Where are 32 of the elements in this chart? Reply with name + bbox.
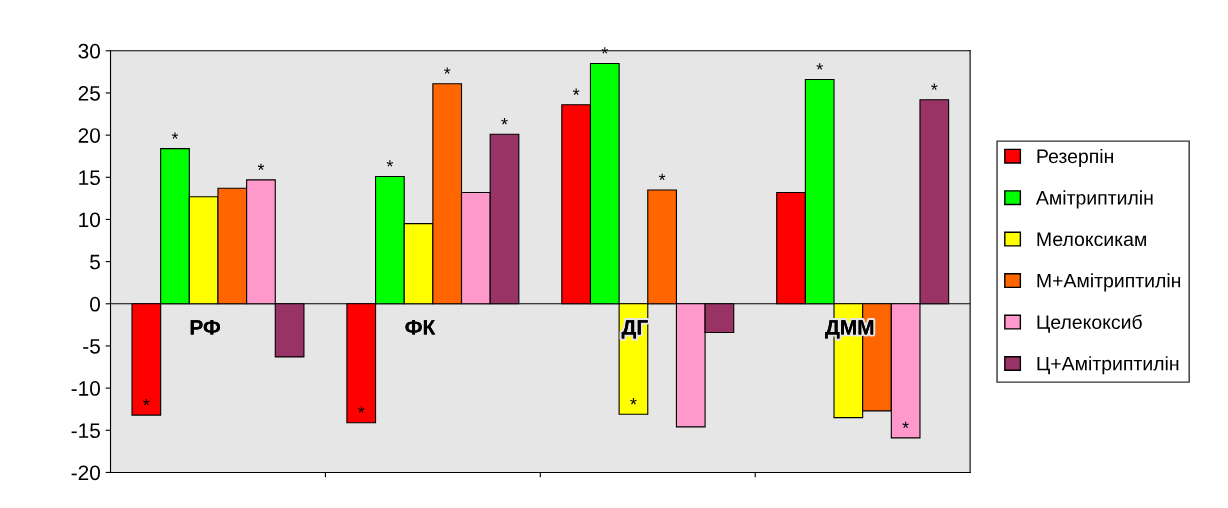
data-label: * (143, 398, 150, 406)
y-tick-label: -5 (83, 339, 100, 354)
data-label: * (501, 118, 508, 125)
x-tick-label: ФК (405, 320, 436, 335)
data-label: * (358, 406, 365, 413)
legend-label: Ц+Амітриптилін (1037, 356, 1179, 375)
data-label: * (816, 63, 823, 70)
y-tick-label: 25 (78, 85, 100, 101)
y-tick-label: -10 (71, 381, 100, 396)
y-tick-label: -20 (71, 465, 100, 481)
y-tick-label: 0 (90, 296, 100, 312)
data-label: * (630, 398, 637, 405)
y-tick-label: 30 (78, 43, 100, 59)
data-label: * (386, 160, 394, 167)
legend-label: Мелоксикам (1037, 232, 1146, 247)
legend-label: Резерпін (1037, 148, 1113, 168)
y-tick-label: 20 (78, 128, 100, 143)
y-tick-label: 5 (90, 254, 100, 270)
data-label: * (658, 173, 666, 181)
data-label: * (171, 132, 179, 139)
data-label: * (931, 83, 938, 90)
legend-label: Целекоксиб (1037, 314, 1142, 333)
data-label: * (257, 163, 265, 170)
data-label: * (902, 421, 909, 429)
y-tick-label: 10 (79, 212, 100, 228)
x-tick-label: РФ (190, 320, 221, 335)
legend-label: М+Амітриптилін (1037, 273, 1181, 292)
data-label: * (443, 67, 451, 74)
y-tick-label: -15 (71, 423, 100, 439)
legend-label: Амітриптилін (1035, 190, 1153, 209)
y-tick-label: 15 (79, 170, 100, 186)
data-label: * (572, 88, 580, 95)
